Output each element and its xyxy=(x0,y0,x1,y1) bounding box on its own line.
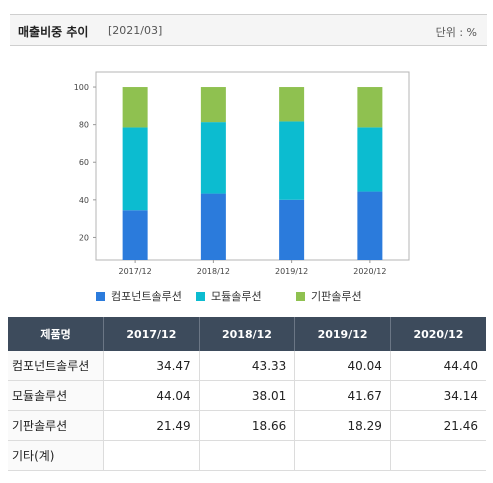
unit-label: 단위 : % xyxy=(435,26,477,39)
table-cell: 44.40 xyxy=(390,351,486,381)
bar-segment xyxy=(357,191,383,260)
y-tick-label: 20 xyxy=(79,233,89,242)
bar-segment xyxy=(279,199,305,260)
table-header-row: 제품명 2017/12 2018/12 2019/12 2020/12 xyxy=(8,317,486,351)
legend-label: 기판솔루션 xyxy=(311,290,362,303)
bar-segment xyxy=(279,87,305,122)
bar-segment xyxy=(122,210,148,260)
legend-item: 컴포넌트솔루션 xyxy=(96,288,182,304)
table-cell: 18.29 xyxy=(294,410,391,441)
y-tick-label: 60 xyxy=(79,158,89,167)
bar-segment xyxy=(200,87,226,123)
legend-item: 기판솔루션 xyxy=(296,288,362,304)
stacked-bar-chart: 20 40 60 80 100 2017/12 2018/12 2019/12 2020/12 xyxy=(74,71,410,276)
x-tick-label: 2018/12 xyxy=(197,267,230,276)
bar-segment xyxy=(122,87,148,128)
table-header-period: 2019/12 xyxy=(294,317,391,351)
bar-segment xyxy=(122,127,148,211)
x-tick-label: 2019/12 xyxy=(275,267,308,276)
table-cell: 21.46 xyxy=(390,410,486,441)
table-cell: 41.67 xyxy=(294,380,391,411)
table-header-period: 2020/12 xyxy=(390,317,486,351)
table-cell: 34.47 xyxy=(103,351,200,381)
chart-title: 매출비중 추이 xyxy=(18,25,89,39)
x-tick-label: 2017/12 xyxy=(119,267,152,276)
chart-header: 매출비중 추이 [2021/03] 단위 : % xyxy=(10,14,487,46)
table-cell: 34.14 xyxy=(390,380,486,411)
table-row: 기타(계) xyxy=(8,440,486,471)
data-table: 제품명 2017/12 2018/12 2019/12 2020/12 컴포넌트솔루션… xyxy=(8,317,486,471)
legend-label: 컴포넌트솔루션 xyxy=(111,290,182,303)
table-row: 모듈솔루션 44.04 38.01 41.67 34.14 xyxy=(8,380,486,411)
bar-segment xyxy=(357,127,383,192)
table-header-product: 제품명 xyxy=(8,317,105,351)
table-cell: 40.04 xyxy=(294,351,391,381)
legend-swatch xyxy=(196,291,205,301)
bar-segment xyxy=(279,121,305,200)
plot-area xyxy=(95,71,410,261)
table-cell xyxy=(390,440,486,471)
chart-legend: 컴포넌트솔루션 모듈솔루션 기판솔루션 xyxy=(96,288,396,304)
table-row-label: 컴포넌트솔루션 xyxy=(8,351,105,381)
table-cell: 21.49 xyxy=(103,410,200,441)
table-header-period: 2017/12 xyxy=(103,317,200,351)
table-row-label: 기판솔루션 xyxy=(8,410,105,441)
x-tick-label: 2020/12 xyxy=(353,267,386,276)
legend-item: 모듈솔루션 xyxy=(196,288,262,304)
y-tick-label: 100 xyxy=(74,83,89,92)
table-row: 컴포넌트솔루션 34.47 43.33 40.04 44.40 xyxy=(8,351,486,381)
table-cell: 44.04 xyxy=(103,380,200,411)
legend-label: 모듈솔루션 xyxy=(211,290,262,303)
legend-swatch xyxy=(296,291,305,301)
table-row-label: 모듈솔루션 xyxy=(8,380,105,411)
table-cell: 18.66 xyxy=(199,410,296,441)
table-header-period: 2018/12 xyxy=(199,317,296,351)
bar-segment xyxy=(200,122,226,194)
legend-swatch xyxy=(96,291,105,301)
bar-segment xyxy=(200,193,226,260)
bar-segment xyxy=(357,87,383,128)
chart-date: [2021/03] xyxy=(108,24,163,37)
y-tick-label: 40 xyxy=(79,196,89,205)
table-row-label: 기타(계) xyxy=(8,440,105,471)
table-row: 기판솔루션 21.49 18.66 18.29 21.46 xyxy=(8,410,486,441)
table-cell xyxy=(294,440,391,471)
table-cell: 43.33 xyxy=(199,351,296,381)
table-cell: 38.01 xyxy=(199,380,296,411)
table-cell xyxy=(103,440,200,471)
y-tick-label: 80 xyxy=(79,121,89,130)
table-cell xyxy=(199,440,296,471)
